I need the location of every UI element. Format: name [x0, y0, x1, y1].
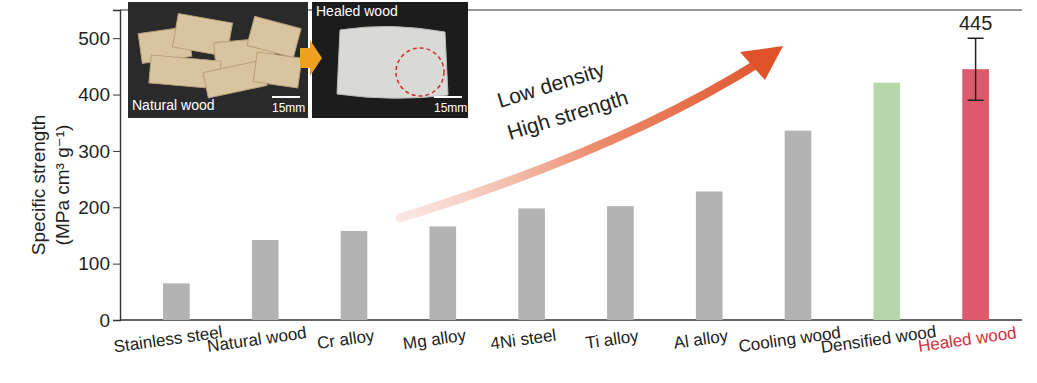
y-axis-title-line: Specific strength: [28, 115, 49, 255]
x-tick: Mg alloy: [402, 320, 468, 353]
x-tick: Natural wood: [206, 320, 308, 356]
x-tick: Healed wood: [917, 320, 1018, 356]
bars: [163, 38, 989, 320]
highlight-circle: [396, 48, 444, 96]
bar: [429, 226, 456, 320]
inset: Natural wood 15mm Healed wood 15mm: [128, 2, 468, 118]
y-tick-mark: [113, 264, 120, 265]
bar: [341, 231, 368, 320]
y-tick-label: 500: [78, 28, 110, 49]
x-tick: 4Ni steel: [489, 320, 557, 354]
inset-label: Healed wood: [316, 3, 398, 19]
bar: [163, 283, 190, 320]
x-tick-label: 4Ni steel: [489, 326, 557, 354]
y-tick: 100: [78, 253, 120, 274]
x-tick: Cr alloy: [316, 320, 376, 353]
y-axis: 0 100 200 300 400 500: [78, 11, 120, 331]
x-tick-label: Healed wood: [917, 323, 1018, 356]
x-tick-label: Mg alloy: [402, 326, 468, 354]
scale-bar: [272, 96, 300, 98]
x-tick: Ti alloy: [584, 320, 640, 353]
bar: [607, 206, 634, 320]
y-axis-title: Specific strength(MPa cm³ g⁻¹): [28, 115, 73, 255]
bar: [696, 191, 723, 320]
scale-bar: [434, 96, 462, 98]
inset-arrow: [300, 40, 322, 76]
data-label: 445: [959, 12, 992, 34]
y-tick-mark: [113, 151, 120, 152]
healed-sheet: [337, 26, 448, 98]
y-tick: 300: [78, 140, 120, 161]
y-tick: 500: [78, 28, 120, 49]
wood-chip: [247, 16, 301, 57]
x-tick-label: Natural wood: [206, 323, 308, 356]
y-tick-mark: [113, 207, 120, 208]
y-tick: 0: [99, 310, 120, 331]
bar: [252, 240, 279, 320]
bar: [962, 69, 989, 320]
y-tick-mark: [113, 95, 120, 96]
y-axis-title-line: (MPa cm³ g⁻¹): [52, 125, 73, 246]
y-tick-mark: [113, 38, 120, 39]
inset-label: Natural wood: [132, 97, 215, 113]
inset-panel: [312, 2, 468, 118]
chart: 0100200300400500Stainless steelNatural w…: [0, 0, 1037, 383]
trend-arrowhead: [740, 46, 783, 80]
x-tick: Al alloy: [672, 320, 729, 353]
x-axis: Stainless steelNatural woodCr alloyMg al…: [112, 320, 1022, 357]
bar: [518, 208, 545, 320]
y-tick-label: 200: [78, 197, 110, 218]
inset-label: 15mm: [434, 101, 467, 115]
bar: [873, 83, 900, 320]
y-tick: 200: [78, 197, 120, 218]
y-axis-line: [113, 11, 121, 321]
bar: [785, 131, 812, 320]
y-tick-label: 400: [78, 84, 110, 105]
x-tick-label: Al alloy: [672, 326, 729, 353]
y-tick-mark: [113, 320, 120, 321]
inset-panel: [128, 2, 308, 118]
x-tick-label: Cr alloy: [316, 326, 376, 353]
y-tick: 400: [78, 84, 120, 105]
wood-chip: [253, 52, 302, 88]
y-tick-label: 0: [99, 310, 110, 331]
x-tick-label: Ti alloy: [584, 326, 640, 352]
error-bar: [968, 38, 984, 100]
annotation: High strength: [504, 85, 630, 144]
y-tick-label: 300: [78, 140, 110, 161]
inset-label: 15mm: [272, 101, 305, 115]
y-tick-label: 100: [78, 253, 110, 274]
